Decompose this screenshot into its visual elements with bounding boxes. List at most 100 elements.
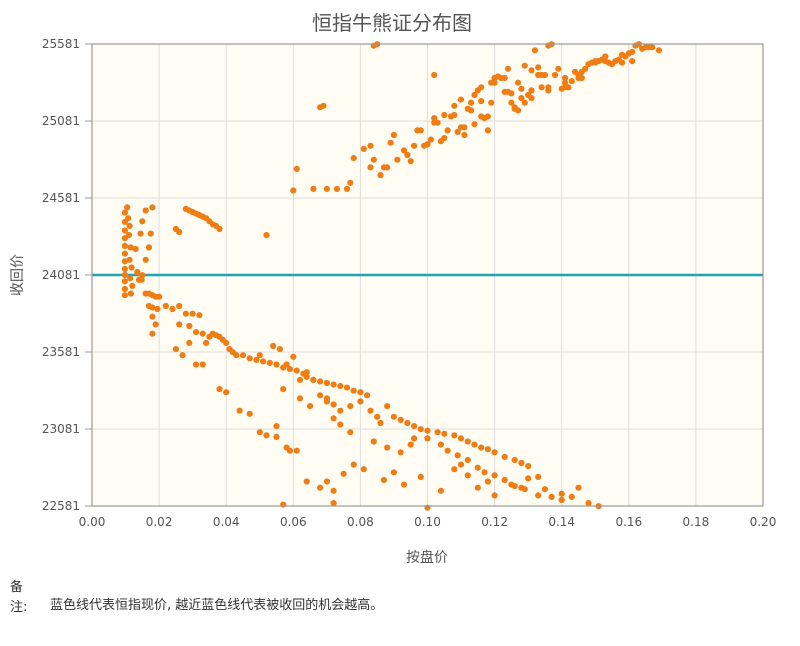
scatter-point (619, 59, 626, 66)
scatter-point (293, 367, 300, 374)
chart-title: 恒指牛熊证分布图 (312, 11, 472, 35)
x-tick-label: 0.16 (615, 515, 642, 529)
scatter-point (350, 387, 357, 394)
scatter-point (364, 392, 371, 399)
scatter-point (411, 423, 418, 430)
scatter-point (360, 466, 367, 473)
x-tick-label: 0.12 (481, 515, 508, 529)
scatter-point (169, 305, 176, 313)
scatter-point (518, 95, 525, 102)
scatter-point (347, 179, 354, 186)
scatter-point (400, 147, 408, 154)
scatter-point (518, 459, 525, 467)
scatter-point (461, 131, 468, 139)
scatter-point (528, 87, 535, 94)
scatter-point (441, 135, 448, 142)
y-axis-ticks: 22581 23081 23581 24081 24581 25081 25581 (42, 37, 92, 513)
scatter-point (525, 463, 532, 470)
x-tick-label: 0.14 (548, 515, 575, 529)
scatter-point (347, 403, 354, 410)
scatter-point (478, 113, 485, 120)
scatter-point (562, 84, 569, 91)
scatter-point (394, 156, 401, 163)
scatter-point (149, 313, 156, 320)
scatter-point (531, 47, 539, 54)
scatter-point (501, 88, 508, 95)
scatter-point (121, 292, 128, 299)
scatter-point (568, 493, 575, 500)
scatter-point (562, 79, 569, 86)
scatter-point (437, 441, 444, 448)
x-tick-label: 0.00 (79, 515, 106, 529)
scatter-point (441, 111, 448, 119)
scatter-point (407, 158, 414, 165)
scatter-point (582, 65, 589, 72)
y-tick-label: 23581 (42, 345, 80, 359)
scatter-point (464, 456, 471, 464)
scatter-point (307, 403, 314, 410)
scatter-point (176, 302, 183, 310)
scatter-point (504, 65, 512, 72)
scatter-point (121, 285, 128, 293)
scatter-point (451, 111, 458, 119)
scatter-point (370, 438, 377, 445)
scatter-point (431, 71, 438, 79)
scatter-point (286, 366, 293, 373)
scatter-point (397, 416, 404, 423)
scatter-point (629, 48, 636, 56)
scatter-point (548, 493, 555, 500)
scatter-point (501, 476, 508, 484)
scatter-point (323, 379, 330, 387)
x-tick-label: 0.20 (750, 515, 777, 529)
scatter-point (330, 401, 337, 408)
scatter-point (585, 500, 592, 507)
scatter-point (216, 225, 223, 233)
scatter-point (127, 275, 134, 282)
scatter-point (196, 312, 203, 319)
scatter-point (323, 478, 330, 485)
x-tick-label: 0.08 (347, 515, 374, 529)
scatter-point (203, 339, 210, 346)
scatter-point (121, 227, 128, 234)
scatter-point (411, 142, 418, 149)
scatter-point (127, 244, 134, 251)
scatter-point (478, 444, 485, 451)
scatter-point (431, 119, 438, 126)
scatter-point (417, 473, 424, 480)
scatter-point (501, 453, 508, 460)
scatter-point (256, 352, 263, 359)
scatter-point (390, 413, 397, 420)
scatter-point (121, 271, 128, 279)
scatter-point (535, 71, 542, 79)
scatter-point (471, 441, 478, 448)
scatter-point (454, 128, 461, 135)
scatter-chart: 恒指牛熊证分布图 0.00 0.02 0.04 0.06 0.08 0.10 0.12 0.1… (10, 11, 777, 566)
scatter-point (333, 185, 340, 192)
scatter-point (343, 384, 351, 391)
scatter-point (280, 501, 287, 508)
y-tick-label: 25581 (42, 37, 80, 51)
scatter-point (125, 215, 132, 222)
scatter-point (337, 421, 344, 428)
x-tick-label: 0.10 (414, 515, 441, 529)
scatter-point (535, 492, 542, 499)
scatter-point (525, 475, 532, 482)
scatter-point (437, 487, 444, 494)
scatter-point (293, 447, 300, 454)
scatter-point (149, 304, 156, 311)
scatter-point (655, 47, 663, 54)
scatter-point (521, 99, 528, 106)
scatter-point (126, 222, 133, 229)
scatter-point (454, 452, 461, 459)
scatter-point (142, 207, 149, 214)
scatter-point (134, 269, 141, 276)
scatter-point (441, 430, 448, 437)
scatter-point (350, 155, 357, 162)
scatter-point (404, 419, 411, 427)
scatter-point (128, 264, 135, 271)
scatter-point (357, 389, 364, 396)
scatter-point (380, 476, 387, 484)
scatter-point (451, 466, 458, 473)
scatter-point (427, 136, 434, 143)
scatter-point (192, 361, 200, 368)
